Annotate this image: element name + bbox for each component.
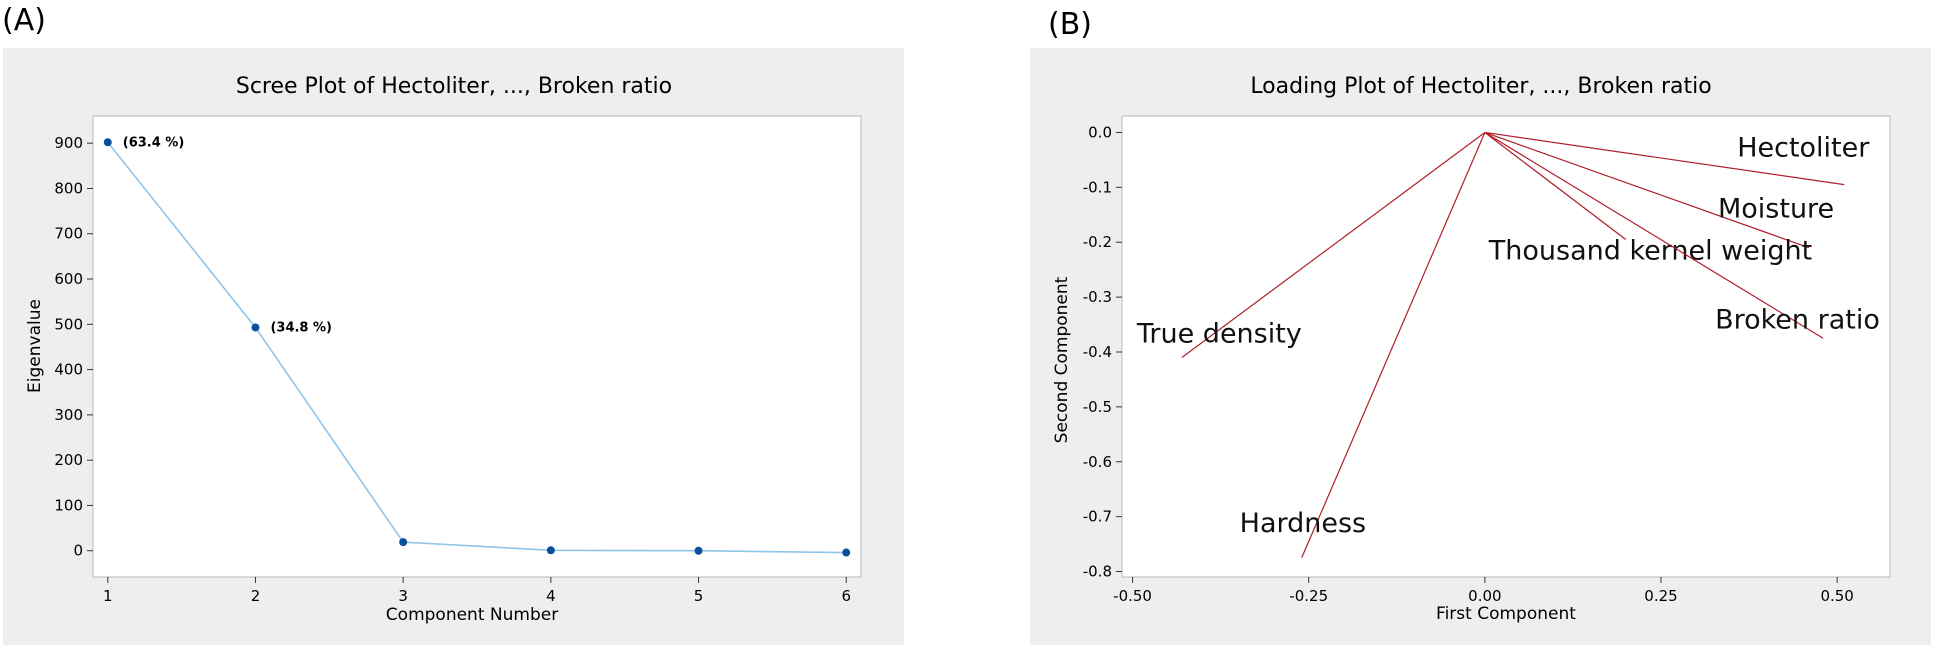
loading-x-tick-label-2: 0.00 bbox=[1468, 587, 1501, 605]
loading-y-tick-label-2: -0.2 bbox=[1083, 233, 1112, 251]
loading-vector-broken-ratio bbox=[1484, 131, 1824, 339]
scree-y-tick-label-6: 600 bbox=[54, 270, 83, 288]
loading-y-tick-label-4: -0.4 bbox=[1083, 343, 1112, 361]
loading-vector-label-moisture: Moisture bbox=[1718, 194, 1834, 225]
loading-y-tick-label-3: -0.3 bbox=[1083, 288, 1112, 306]
scree-y-tick-label-5: 500 bbox=[54, 315, 83, 333]
loading-y-tick-label-0: 0.0 bbox=[1088, 123, 1112, 141]
loading-y-tick-label-7: -0.7 bbox=[1083, 508, 1112, 526]
scree-x-tick-label-3: 4 bbox=[546, 587, 556, 605]
scree-point-label-1: (63.4 %) bbox=[123, 135, 185, 150]
scree-y-tick-label-7: 700 bbox=[54, 225, 83, 243]
loading-x-tick-label-3: 0.25 bbox=[1644, 587, 1677, 605]
loading-x-tick-label-0: -0.50 bbox=[1113, 587, 1152, 605]
scree-series-line bbox=[107, 141, 847, 554]
loading-x-axis-title: First Component bbox=[1436, 604, 1576, 624]
loading-tick-layer: 0.0 -0.1 -0.2 -0.3 -0.4 -0.5 -0.6 -0.7 -0.8-0.50… bbox=[1083, 123, 1854, 605]
scree-y-tick-label-8: 800 bbox=[54, 179, 83, 197]
scree-y-tick-label-1: 100 bbox=[54, 496, 83, 514]
panel-a-label: (A) bbox=[2, 3, 46, 38]
loading-vector-moisture bbox=[1484, 131, 1810, 249]
scree-point-1 bbox=[103, 138, 112, 147]
scree-point-6 bbox=[842, 548, 851, 557]
loading-vector-hardness bbox=[1301, 132, 1486, 559]
loading-vector-thousand-kernel-weight bbox=[1484, 131, 1627, 240]
scree-plot-area bbox=[92, 115, 862, 578]
loading-vector-label-true-density: True density bbox=[1136, 318, 1302, 349]
loading-vector-label-thousand-kernel-weight: Thousand kernel weight bbox=[1488, 235, 1812, 266]
loading-y-axis-title: Second Component bbox=[1052, 276, 1072, 443]
loading-y-tick-label-8: -0.8 bbox=[1083, 563, 1112, 581]
loading-vector-label-broken-ratio: Broken ratio bbox=[1715, 304, 1880, 335]
scree-plot: Scree Plot of Hectoliter, ..., Broken ra… bbox=[3, 48, 904, 645]
scree-tick-layer: 0 100 200 300 400 500 600 700 800 900 1 2 3 4 5 6 bbox=[54, 134, 851, 605]
loading-y-tick-label-1: -0.1 bbox=[1083, 178, 1112, 196]
scree-x-tick-label-1: 2 bbox=[251, 587, 261, 605]
loading-plot: Loading Plot of Hectoliter, ..., Broken … bbox=[1030, 48, 1931, 645]
scree-y-tick-label-0: 0 bbox=[73, 542, 83, 560]
loading-title: Loading Plot of Hectoliter, ..., Broken … bbox=[1250, 74, 1711, 99]
loading-vector-hectoliter bbox=[1484, 131, 1845, 186]
scree-x-tick-label-4: 5 bbox=[694, 587, 704, 605]
loading-y-tick-label-6: -0.6 bbox=[1083, 453, 1112, 471]
loading-mark-layer: Hectoliter Moisture Thousand kernel weight… bbox=[1136, 131, 1880, 559]
loading-plot-area bbox=[1121, 115, 1891, 578]
scree-y-tick-label-3: 300 bbox=[54, 406, 83, 424]
scree-point-4 bbox=[546, 546, 555, 555]
scree-x-tick-label-5: 6 bbox=[841, 587, 851, 605]
scree-point-2 bbox=[251, 323, 260, 332]
scree-title: Scree Plot of Hectoliter, ..., Broken ra… bbox=[236, 74, 672, 99]
loading-vector-label-hardness: Hardness bbox=[1240, 508, 1366, 539]
scree-y-tick-label-4: 400 bbox=[54, 361, 83, 379]
scree-x-axis-title: Component Number bbox=[386, 605, 558, 625]
scree-x-tick-label-2: 3 bbox=[398, 587, 408, 605]
loading-x-tick-label-4: 0.50 bbox=[1820, 587, 1853, 605]
loading-vector-true-density bbox=[1181, 131, 1486, 358]
scree-y-tick-label-2: 200 bbox=[54, 451, 83, 469]
loading-vector-label-hectoliter: Hectoliter bbox=[1737, 133, 1870, 164]
scree-y-tick-label-9: 900 bbox=[54, 134, 83, 152]
loading-y-tick-label-5: -0.5 bbox=[1083, 398, 1112, 416]
scree-point-5 bbox=[694, 546, 703, 555]
loading-x-tick-label-1: -0.25 bbox=[1289, 587, 1328, 605]
scree-mark-layer: (63.4 %) (34.8 %) bbox=[103, 135, 851, 557]
panel-b-label: (B) bbox=[1048, 7, 1092, 42]
scree-point-3 bbox=[399, 538, 408, 547]
scree-y-axis-title: Eigenvalue bbox=[25, 299, 45, 393]
scree-point-label-2: (34.8 %) bbox=[270, 320, 332, 335]
scree-x-tick-label-0: 1 bbox=[103, 587, 113, 605]
